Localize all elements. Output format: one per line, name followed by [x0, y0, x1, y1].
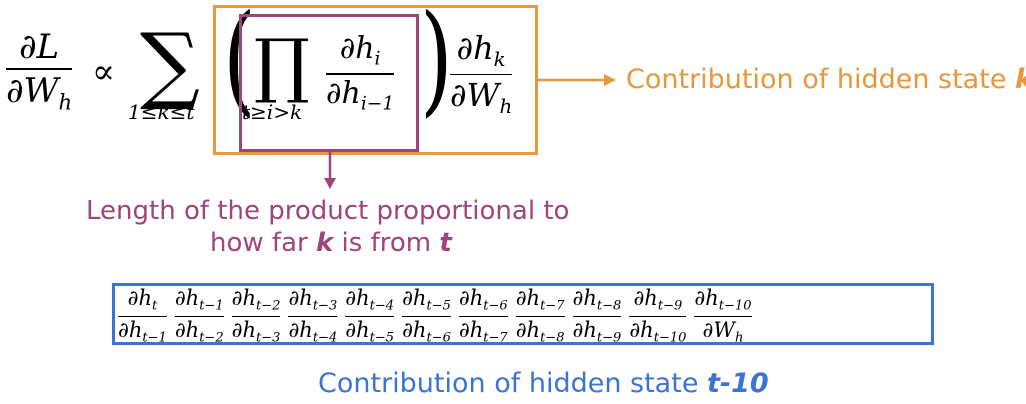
proportional-symbol: ∝ — [92, 52, 116, 92]
lhs-fraction-bar — [6, 68, 73, 70]
purple-arrow — [324, 152, 336, 189]
chain-numerator: ∂ht−9 — [633, 286, 683, 314]
chain-fraction-bar — [572, 315, 622, 317]
chain-denominator: ∂Wh — [702, 317, 744, 346]
chain-denominator: ∂ht−6 — [402, 317, 451, 346]
chain-fraction: ∂ht−7 ∂ht−8 — [515, 286, 565, 346]
purple-label-line2: how far k is from t — [210, 228, 452, 258]
chain-fraction-bar — [118, 315, 167, 317]
chain-fraction-bar — [174, 315, 224, 317]
chain-fraction: ∂ht−9 ∂ht−10 — [629, 286, 687, 346]
outer-denominator: ∂Wh — [450, 76, 513, 119]
chain-fraction-bar — [629, 315, 687, 317]
chain-denominator: ∂ht−4 — [288, 317, 338, 346]
right-parenthesis: ) — [420, 0, 453, 129]
chain-fraction: ∂ht−6 ∂ht−7 — [458, 286, 508, 346]
chain-denominator: ∂ht−8 — [515, 317, 565, 346]
inner-fraction-bar — [326, 73, 395, 75]
chain-denominator: ∂ht−2 — [174, 317, 224, 346]
blue-chain-box — [112, 283, 934, 345]
outer-numerator: ∂hk — [456, 29, 506, 71]
lhs-numerator: ∂L — [18, 27, 60, 67]
chain-denominator: ∂ht−5 — [345, 317, 395, 346]
inner-fraction: ∂hi ∂hi−1 — [326, 31, 395, 115]
chain-fraction-bar — [515, 315, 565, 317]
chain-numerator: ∂ht−8 — [572, 286, 622, 314]
chain-fraction: ∂ht ∂ht−1 — [118, 288, 167, 344]
purple-product-box — [239, 14, 419, 152]
gradient-chain: ∂ht ∂ht−1 ∂ht−1 ∂ht−2 ∂ht−2 ∂ht−3 ∂ht−3 ∂ht−4 ∂h… — [118, 288, 752, 344]
summation-limits: 1≤k≤t — [128, 100, 195, 124]
chain-denominator: ∂ht−3 — [231, 317, 281, 346]
chain-fraction: ∂ht−8 ∂ht−9 — [572, 286, 622, 346]
product-symbol: ∏ — [254, 24, 310, 106]
inner-denominator: ∂hi−1 — [326, 75, 395, 115]
chain-fraction: ∂ht−10 ∂Wh — [694, 286, 752, 346]
chain-numerator: ∂ht−7 — [515, 286, 565, 314]
chain-fraction-bar — [694, 315, 752, 317]
chain-denominator: ∂ht−10 — [629, 317, 687, 346]
summation-symbol: ∑ — [140, 15, 200, 113]
orange-contribution-label: Contribution of hidden state k — [626, 64, 1026, 95]
blue-contribution-label: Contribution of hidden state t-10 — [318, 368, 769, 399]
purple-label-line1: Length of the product proportional to — [86, 196, 570, 226]
chain-fraction-bar — [288, 315, 338, 317]
product-limits: t≥i>k — [242, 100, 303, 124]
chain-numerator: ∂ht — [127, 286, 158, 314]
orange-contribution-box — [213, 5, 538, 155]
chain-numerator: ∂ht−6 — [458, 286, 508, 314]
chain-numerator: ∂ht−5 — [402, 286, 451, 314]
chain-denominator: ∂ht−1 — [118, 317, 167, 346]
chain-fraction: ∂ht−5 ∂ht−6 — [402, 288, 451, 344]
lhs-fraction: ∂L ∂Wh — [6, 27, 73, 114]
chain-numerator: ∂ht−1 — [174, 286, 224, 314]
chain-fraction-bar — [231, 315, 281, 317]
chain-denominator: ∂ht−7 — [458, 317, 508, 346]
inner-numerator: ∂hi — [339, 31, 381, 70]
orange-arrow — [538, 74, 616, 86]
chain-numerator: ∂ht−10 — [694, 286, 752, 314]
chain-denominator: ∂ht−9 — [572, 317, 622, 346]
chain-numerator: ∂ht−3 — [288, 286, 338, 314]
chain-fraction-bar — [458, 315, 508, 317]
chain-numerator: ∂ht−2 — [231, 286, 281, 314]
chain-fraction: ∂ht−2 ∂ht−3 — [231, 286, 281, 346]
chain-fraction: ∂ht−4 ∂ht−5 — [345, 286, 395, 346]
chain-numerator: ∂ht−4 — [345, 286, 395, 314]
chain-fraction: ∂ht−3 ∂ht−4 — [288, 286, 338, 346]
chain-fraction: ∂ht−1 ∂ht−2 — [174, 286, 224, 346]
lhs-denominator: ∂Wh — [6, 70, 73, 114]
outer-fraction: ∂hk ∂Wh — [450, 29, 513, 119]
chain-fraction-bar — [345, 315, 395, 317]
chain-fraction-bar — [402, 315, 451, 317]
outer-fraction-bar — [450, 73, 513, 76]
